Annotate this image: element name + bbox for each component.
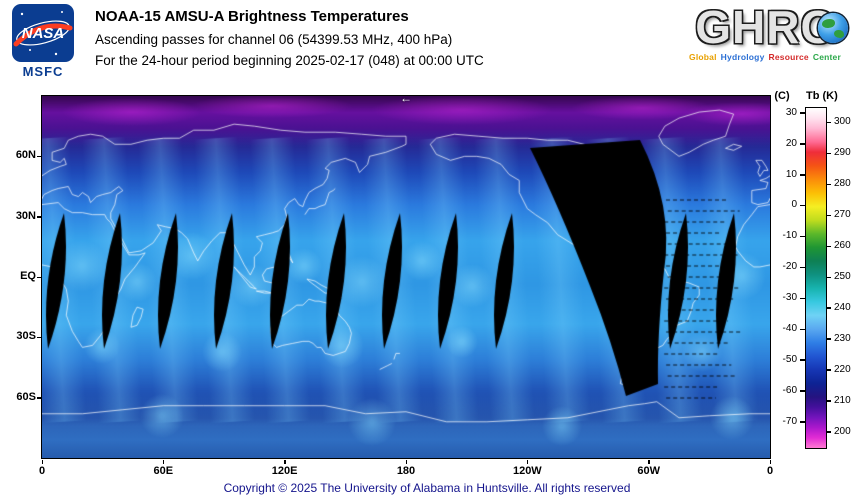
lon-axis-tick (769, 460, 771, 464)
colorbar-kelvin-label: 300 (834, 116, 851, 128)
colorbar-celsius-label: 30 (785, 106, 797, 118)
header: NASA MSFC NOAA-15 AMSU-A Brightness Temp… (0, 0, 854, 88)
lat-axis-label: EQ (20, 270, 36, 282)
colorbar-tick (800, 421, 805, 423)
lon-axis-label: 60E (153, 465, 174, 477)
ghrc-tagline: Global Hydrology Resource Center (680, 52, 850, 62)
colorbar-tick (826, 369, 831, 371)
lon-axis-tick (648, 460, 650, 464)
colorbar-tick (800, 359, 805, 361)
colorbar-tick (826, 245, 831, 248)
colorbar-tick (826, 121, 831, 124)
nasa-block: NASA MSFC (10, 4, 76, 79)
lat-axis-tick (37, 336, 41, 339)
lon-axis-label: 0 (766, 465, 774, 477)
colorbar-celsius-label: 0 (791, 199, 797, 211)
title-block: NOAA-15 AMSU-A Brightness Temperatures A… (95, 8, 484, 74)
colorbar-celsius-label: 20 (785, 137, 797, 149)
nasa-meatball-icon: NASA (13, 11, 73, 56)
pass-direction-arrow-icon: ← (400, 91, 412, 105)
colorbar-tick (800, 143, 805, 145)
footer-copyright: Copyright © 2025 The University of Alaba… (223, 481, 631, 495)
lat-axis-tick (37, 397, 41, 399)
colorbar-tick (826, 183, 831, 186)
nasa-logo-icon: NASA (12, 4, 74, 62)
lat-axis-tick (37, 155, 41, 158)
colorbar-kelvin-label: 200 (834, 425, 851, 437)
msfc-label: MSFC (22, 64, 64, 79)
colorbar-tick (800, 390, 805, 392)
nasa-logo-text: NASA (22, 25, 65, 42)
lon-axis-label: 60W (637, 465, 660, 477)
globe-icon (818, 13, 848, 43)
lat-axis-tick (37, 216, 41, 218)
colorbar-kelvin-label: 280 (834, 178, 851, 190)
lon-axis-tick (41, 460, 43, 464)
page-title: NOAA-15 AMSU-A Brightness Temperatures (95, 8, 409, 25)
ghrc-logo-text: GHRC (695, 1, 835, 53)
lon-axis-label: 120W (512, 465, 542, 477)
ghrc-logo: GHRC Global Hydrology Resource Center (680, 2, 850, 62)
colorbar-tick (800, 112, 805, 114)
colorbar-kelvin-label: 260 (834, 240, 851, 252)
lat-axis-label: 30S (16, 330, 36, 343)
subtitle-period: For the 24-hour period beginning 2025-02… (95, 53, 484, 68)
map-section: ← (C) Tb (K) 60N 30N EQ 30S 60S 0 60E 120E 180 12… (0, 88, 854, 480)
lon-axis-label: 180 (396, 465, 416, 477)
colorbar-tick (800, 204, 805, 207)
colorbar-tick (800, 174, 805, 176)
colorbar-celsius-label: -30 (782, 292, 797, 304)
lon-axis-tick (526, 460, 529, 464)
lon-axis-label: 120E (271, 465, 298, 477)
brightness-temperature-map (41, 95, 771, 459)
colorbar-kelvin-label: 290 (834, 147, 851, 159)
ghrc-tagline-word: Global (689, 52, 717, 62)
colorbar-tick (800, 235, 805, 238)
ghrc-tagline-word: Center (812, 52, 841, 62)
colorbar-celsius-label: -70 (782, 415, 797, 427)
lat-axis-tick (37, 276, 41, 278)
colorbar-unit-kelvin: Tb (K) (806, 90, 838, 102)
lat-axis-label: 60S (16, 390, 36, 403)
colorbar-gradient (805, 107, 827, 449)
lat-axis-label: 60N (15, 149, 36, 162)
ghrc-tagline-word: Hydrology (720, 52, 765, 62)
colorbar-celsius-label: 10 (785, 168, 797, 180)
colorbar-tick (826, 307, 831, 309)
colorbar-celsius-label: -20 (782, 261, 797, 273)
lon-axis-tick (284, 460, 286, 464)
colorbar-celsius-label: -60 (782, 384, 797, 396)
colorbar-tick (826, 431, 831, 433)
colorbar-tick (826, 400, 831, 402)
colorbar-celsius-label: -40 (782, 323, 797, 335)
colorbar-tick (826, 152, 831, 155)
colorbar-unit-celsius: (C) (774, 90, 790, 102)
colorbar-kelvin-label: 230 (834, 332, 851, 344)
colorbar-tick (826, 214, 831, 217)
colorbar-tick (800, 328, 805, 331)
subtitle-channel: Ascending passes for channel 06 (54399.5… (95, 32, 453, 47)
colorbar-tick (826, 338, 831, 340)
lon-axis-tick (162, 460, 165, 464)
colorbar-tick (800, 297, 805, 300)
colorbar-celsius-label: -10 (782, 230, 797, 242)
colorbar-kelvin-label: 210 (834, 394, 851, 406)
ghrc-tagline-word: Resource (768, 52, 809, 62)
colorbar-celsius-label: -50 (782, 353, 797, 365)
lon-axis-tick (405, 460, 407, 464)
colorbar-kelvin-label: 270 (834, 209, 851, 221)
colorbar-kelvin-label: 220 (834, 363, 851, 375)
lat-axis-label: 30N (15, 209, 36, 222)
colorbar-tick (826, 276, 831, 278)
colorbar-kelvin-label: 250 (834, 271, 851, 282)
colorbar-kelvin-label: 240 (834, 301, 851, 313)
lon-axis-label: 0 (38, 465, 46, 477)
colorbar-tick (800, 266, 805, 269)
